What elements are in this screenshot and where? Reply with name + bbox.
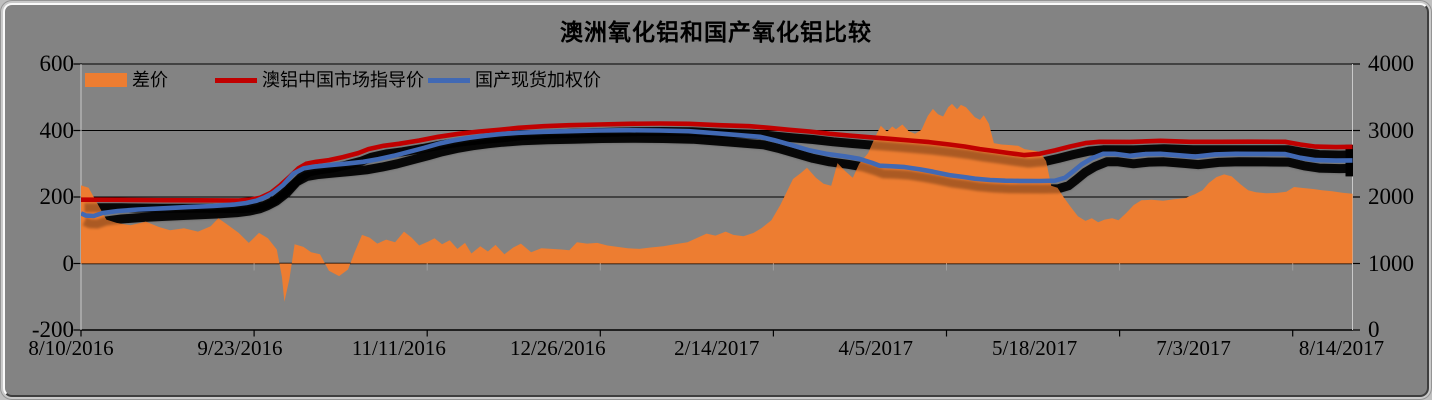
- y-right-label-2000: 2000: [1368, 184, 1414, 209]
- x-axis-label-4-5-2017: 4/5/2017: [838, 336, 914, 360]
- y-left-label-0: 0: [62, 250, 75, 276]
- legend-label: 差价: [132, 70, 168, 90]
- x-axis-label-9-23-2016: 9/23/2016: [197, 336, 283, 360]
- series-layer: [81, 103, 1353, 302]
- x-axis-label-8-14-2017: 8/14/2017: [1298, 336, 1385, 360]
- x-axis-label-8-10-2016: 8/10/2016: [28, 336, 114, 360]
- x-axis-label-5-18-2017: 5/18/2017: [992, 336, 1078, 360]
- legend-line-swatch-icon: [215, 77, 257, 83]
- legend-item-2: 澳铝中国市场指导价: [215, 67, 424, 93]
- series-domestic-spot-line: [81, 127, 1353, 219]
- x-axis-label-7-3-2017: 7/3/2017: [1156, 336, 1231, 360]
- legend-label: 国产现货加权价: [475, 70, 601, 90]
- y-right-label-4000: 4000: [1368, 51, 1414, 76]
- y-left-label-600: 600: [39, 51, 75, 76]
- x-axis-label-12-26-2016: 12/26/2016: [509, 336, 606, 360]
- legend: 差价 澳铝中国市场指导价 国产现货加权价: [0, 67, 1432, 93]
- legend-item-3: 国产现货加权价: [428, 67, 601, 93]
- y-right-label-3000: 3000: [1368, 117, 1414, 143]
- legend-line-swatch-icon: [428, 77, 470, 83]
- series-aus-guide-price-line: [81, 121, 1353, 203]
- x-axis-label-2-14-2017: 2/14/2017: [674, 336, 760, 360]
- legend-item-1: 差价: [85, 67, 168, 93]
- y-left-label--200: -200: [31, 317, 74, 342]
- y-left-label-200: 200: [39, 184, 75, 209]
- y-left-label-400: 400: [39, 117, 75, 143]
- y-right-label-1000: 1000: [1368, 250, 1414, 276]
- chart-title: 澳洲氧化铝和国产氧化铝比较: [560, 19, 872, 45]
- legend-label: 澳铝中国市场指导价: [262, 70, 424, 90]
- x-axis-label-11-11-2016: 11/11/2016: [351, 336, 446, 360]
- legend-area-swatch-icon: [85, 73, 127, 87]
- y-right-label-0: 0: [1368, 317, 1380, 342]
